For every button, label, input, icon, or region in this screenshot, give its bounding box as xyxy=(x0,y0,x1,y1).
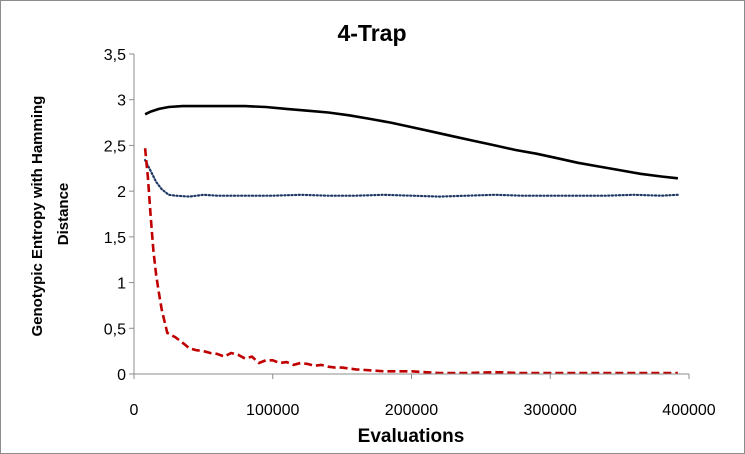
y-axis-label-line-1: Genotypic Entropy with Hamming xyxy=(29,96,46,337)
chart-title: 4-Trap xyxy=(337,20,406,46)
series-line-solid xyxy=(144,104,679,180)
x-tick-label: 200000 xyxy=(385,402,438,419)
y-axis-label: Genotypic Entropy with Hamming Distance xyxy=(29,91,72,336)
series-line-dashed xyxy=(143,148,678,375)
x-tick-label: 300000 xyxy=(524,402,577,419)
y-tick-label: 2 xyxy=(117,184,126,201)
series-line-dotted xyxy=(144,159,680,198)
y-tick-label: 1,5 xyxy=(104,230,126,247)
y-tick-label: 0 xyxy=(117,367,126,384)
y-tick-label: 3 xyxy=(117,93,126,110)
y-tick-label: 0,5 xyxy=(104,321,126,338)
y-tick-label: 2,5 xyxy=(104,138,126,155)
y-tick-label: 1 xyxy=(117,276,126,293)
x-tick-label: 0 xyxy=(130,402,139,419)
x-axis-label: Evaluations xyxy=(358,426,465,447)
x-tick-label: 100000 xyxy=(246,402,299,419)
y-tick-label: 3,5 xyxy=(104,47,126,64)
x-tick-label: 400000 xyxy=(662,402,715,419)
y-axis-label-line-2: Distance xyxy=(55,183,72,246)
